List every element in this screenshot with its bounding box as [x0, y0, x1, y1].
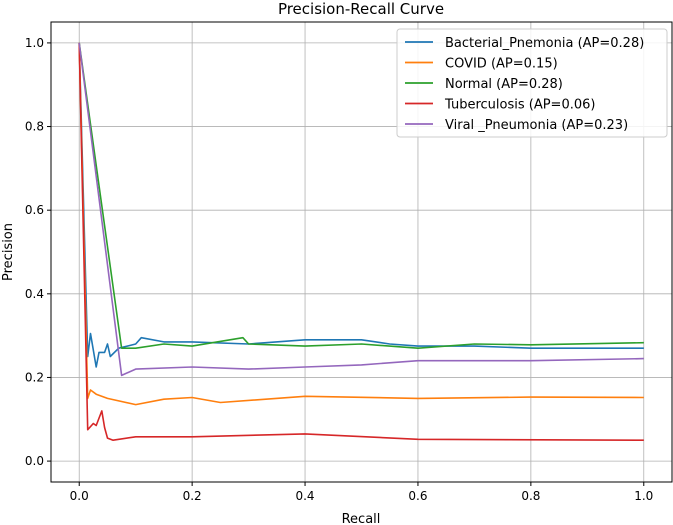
legend-label: Tuberculosis (AP=0.06) [444, 98, 595, 113]
x-tick-label: 0.2 [183, 489, 202, 503]
y-tick-label: 0.2 [25, 370, 44, 384]
legend: Bacterial_Pnemonia (AP=0.28) COVID (AP=0.… [396, 28, 668, 138]
x-tick-label: 1.0 [634, 489, 653, 503]
x-tick-label: 0.4 [295, 489, 314, 503]
legend-box [396, 28, 668, 138]
legend-label: COVID (AP=0.15) [445, 57, 558, 72]
y-tick-label: 0.4 [25, 287, 44, 301]
series-line-3 [78, 42, 644, 442]
series-line-0 [78, 42, 644, 368]
y-tick-label: 0.6 [25, 203, 44, 217]
y-tick-label: 0.0 [25, 454, 44, 468]
y-axis-label: Precision [1, 223, 16, 281]
chart-title: Precision-Recall Curve [278, 0, 444, 18]
x-tick-label: 0.6 [408, 489, 427, 503]
series-line-4 [78, 42, 644, 377]
x-tick-label: 0.0 [70, 489, 89, 503]
y-tick-label: 1.0 [25, 36, 44, 50]
legend-label: Bacterial_Pnemonia (AP=0.28) [445, 36, 644, 51]
legend-label: Viral _Pneumonia (AP=0.23) [445, 118, 628, 133]
series-line-2 [78, 42, 644, 350]
x-tick-label: 0.8 [521, 489, 540, 503]
y-tick-label: 0.8 [25, 120, 44, 134]
legend-label: Normal (AP=0.28) [445, 77, 563, 92]
series-line-1 [78, 42, 644, 406]
x-axis-label: Recall [342, 512, 381, 525]
plot-frame [50, 21, 673, 483]
